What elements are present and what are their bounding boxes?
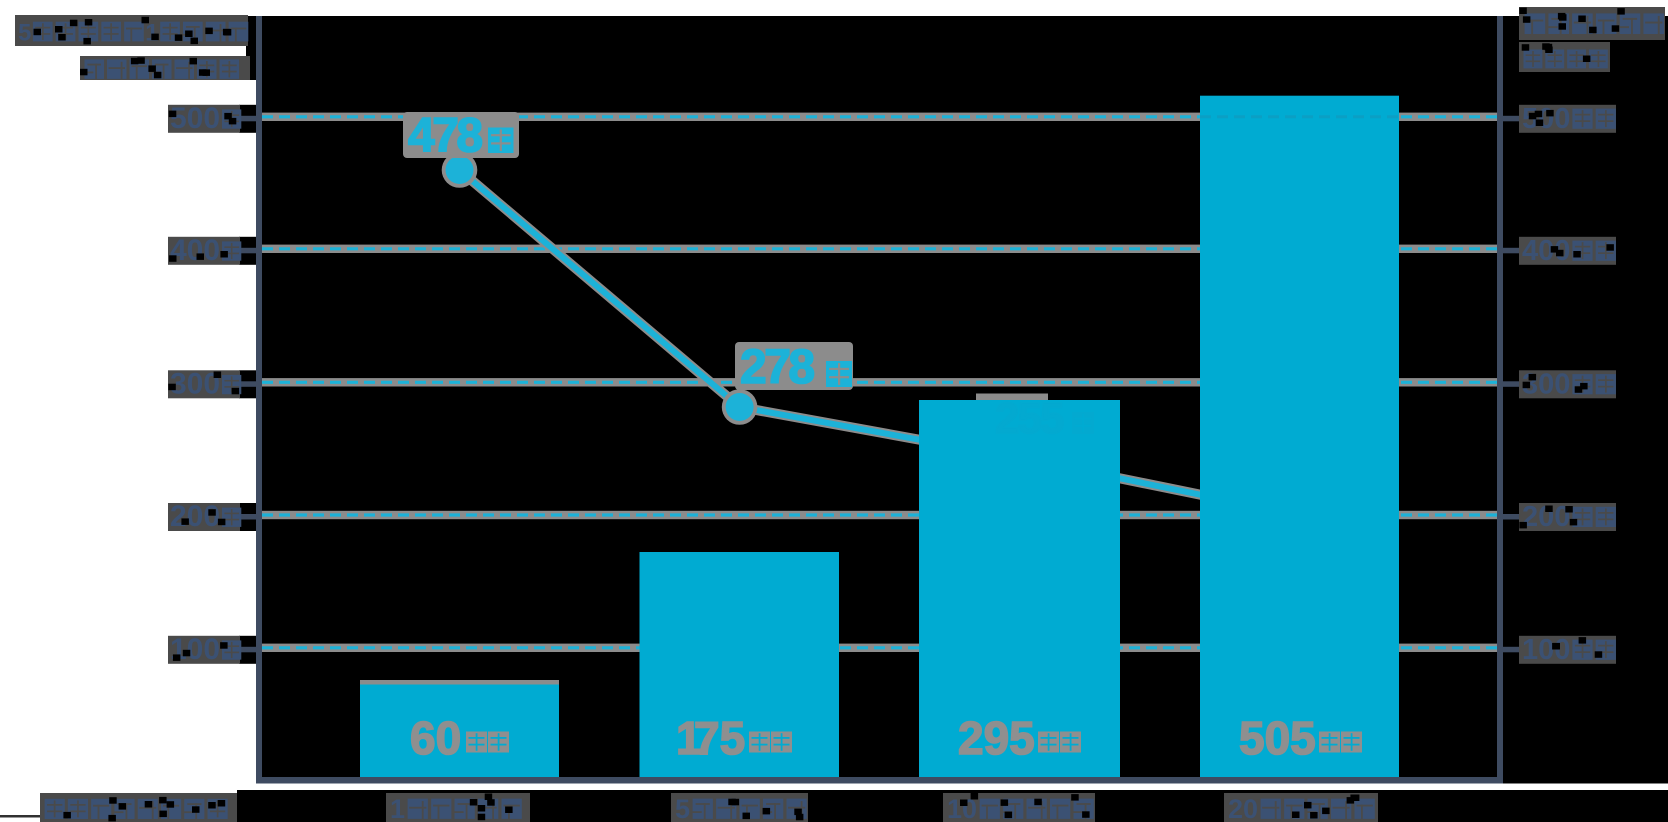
svg-text:278: 278 <box>740 341 814 394</box>
svg-text:1: 1 <box>676 712 702 764</box>
svg-text:300: 300 <box>170 367 220 400</box>
svg-text:60: 60 <box>410 712 461 764</box>
svg-text:20: 20 <box>1228 794 1258 822</box>
svg-text:505: 505 <box>1239 712 1316 764</box>
svg-text:500: 500 <box>170 102 220 135</box>
svg-text:1: 1 <box>390 794 405 822</box>
svg-text:478: 478 <box>408 110 482 163</box>
svg-text:5: 5 <box>18 20 31 47</box>
svg-text:5: 5 <box>675 794 690 822</box>
svg-text:200: 200 <box>170 500 220 533</box>
svg-text:75: 75 <box>694 712 745 764</box>
svg-text:295: 295 <box>958 712 1035 764</box>
svg-text:100: 100 <box>1522 634 1570 666</box>
svg-text:400: 400 <box>170 234 220 267</box>
svg-text:255: 255 <box>995 394 1064 443</box>
svg-text:1: 1 <box>145 20 158 47</box>
